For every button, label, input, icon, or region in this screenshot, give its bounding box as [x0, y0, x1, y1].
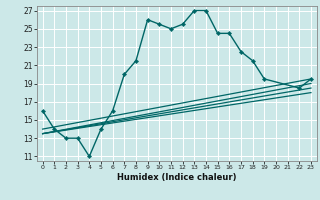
X-axis label: Humidex (Indice chaleur): Humidex (Indice chaleur) — [117, 173, 236, 182]
